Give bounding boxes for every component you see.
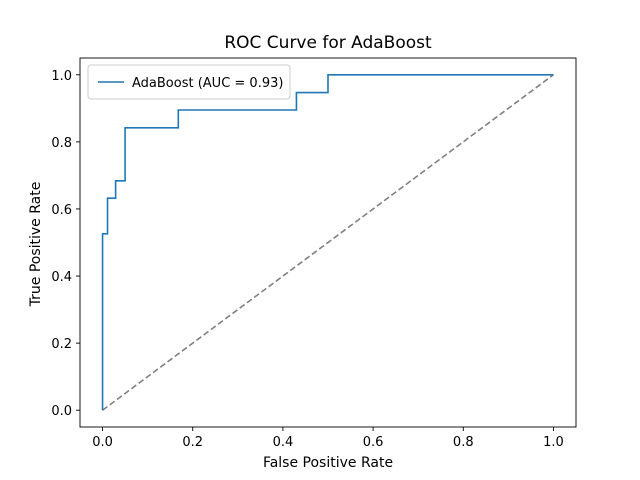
legend: AdaBoost (AUC = 0.93) bbox=[87, 64, 291, 100]
plot-area: 0.0 0.2 0.4 0.6 0.8 1.0 0.0 0.2 0.4 0.6 0.8 1.0 AdaB… bbox=[51, 57, 577, 450]
x-axis-label: False Positive Rate bbox=[263, 455, 393, 471]
x-tick-label: 0.8 bbox=[453, 435, 474, 450]
roc-series-line-0 bbox=[101, 73, 554, 411]
y-axis-label: True Positive Rate bbox=[28, 182, 44, 308]
x-tick-label: 0.6 bbox=[363, 435, 384, 450]
x-tick-label: 1.0 bbox=[543, 435, 564, 450]
axes-frame bbox=[79, 57, 577, 428]
legend-entry-label: AdaBoost (AUC = 0.93) bbox=[132, 76, 283, 91]
x-tick-label: 0.4 bbox=[273, 435, 294, 450]
y-tick-label: 0.6 bbox=[51, 203, 72, 218]
y-tick-label: 1.0 bbox=[51, 69, 72, 84]
chance-diagonal-line bbox=[102, 74, 554, 411]
x-tick-label: 0.0 bbox=[92, 435, 113, 450]
chart-title: ROC Curve for AdaBoost bbox=[224, 33, 432, 53]
legend-box bbox=[87, 64, 291, 100]
y-tick-label: 0.8 bbox=[51, 136, 72, 151]
x-tick-label: 0.2 bbox=[182, 435, 203, 450]
y-tick-label: 0.2 bbox=[51, 337, 72, 352]
y-tick-label: 0.4 bbox=[51, 270, 72, 285]
y-tick-label: 0.0 bbox=[51, 404, 72, 419]
